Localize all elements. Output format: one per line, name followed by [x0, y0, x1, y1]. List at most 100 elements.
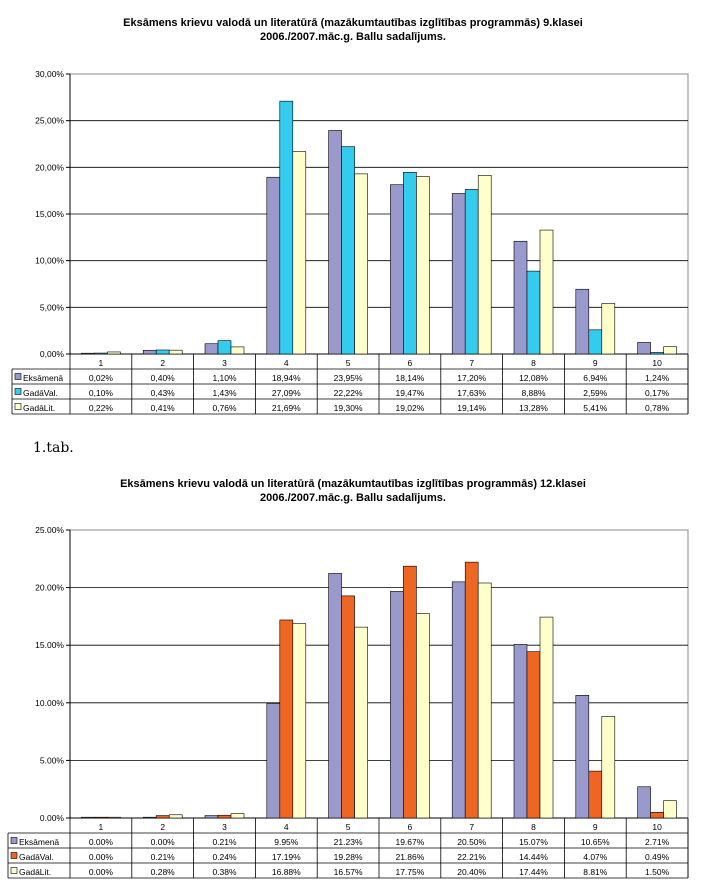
y-tick-label: 10.00%: [35, 698, 64, 708]
chart1-title-line2: 2006./2007.māc.g. Ballu sadalījums.: [260, 31, 446, 43]
category-label: 2: [160, 358, 165, 368]
category-label: 5: [346, 822, 351, 832]
legend-swatch: [10, 837, 18, 844]
data-label: 21,69%: [272, 403, 301, 413]
legend-label: Eksāmenā: [19, 837, 59, 847]
data-label: 0,22%: [89, 403, 114, 413]
bar: [588, 329, 603, 355]
category-label: 7: [469, 358, 474, 368]
y-tick-label: 20,00%: [35, 162, 64, 172]
data-label: 0,78%: [645, 403, 670, 413]
bar: [526, 651, 541, 819]
y-tick-label: 20.00%: [35, 583, 64, 593]
bar: [601, 303, 616, 355]
data-label: 19,30%: [334, 403, 363, 413]
data-label: 0.00%: [151, 837, 176, 847]
data-label: 9.95%: [274, 837, 299, 847]
legend-label: GadāVal.: [23, 388, 58, 398]
category-label: 8: [531, 358, 536, 368]
data-label: 2.71%: [645, 837, 670, 847]
bar: [390, 591, 404, 819]
legend-swatch: [10, 867, 18, 874]
data-label: 1.50%: [645, 867, 670, 877]
bar: [403, 171, 417, 355]
chart2-title: Eksāmens krievu valodā un literatūrā (ma…: [0, 477, 706, 505]
data-label: 0,43%: [151, 388, 176, 398]
data-label: 0.28%: [151, 867, 176, 877]
category-label: 10: [652, 822, 662, 832]
bar: [464, 189, 479, 355]
y-tick-label: 0,00%: [40, 349, 65, 359]
y-tick-label: 15.00%: [35, 640, 64, 650]
bar: [575, 695, 590, 819]
legend-label: GadāVal.: [19, 852, 54, 862]
bar: [416, 613, 430, 819]
data-label: 17.75%: [395, 867, 424, 877]
data-label: 19,02%: [395, 403, 424, 413]
data-label: 19,47%: [395, 388, 424, 398]
data-label: 0,41%: [151, 403, 176, 413]
legend-label: Eksāmenā: [23, 373, 63, 383]
y-tick-label: 15,00%: [35, 209, 64, 219]
category-label: 4: [284, 822, 289, 832]
bar: [354, 173, 368, 355]
bar: [390, 184, 404, 355]
bar: [94, 816, 108, 819]
bar: [266, 703, 281, 819]
data-label: 0.49%: [645, 852, 670, 862]
data-label: 17.19%: [272, 852, 301, 862]
chart2-svg: 0.00% 5.00% 10.00% 15.00% 20.00% 25.00% 1 2 3 4 5 6…: [7, 525, 689, 879]
bar: [94, 352, 108, 355]
data-label: 0.24%: [212, 852, 237, 862]
data-label: 14.44%: [519, 852, 548, 862]
legend-swatch: [14, 388, 22, 395]
data-label: 20.50%: [457, 837, 486, 847]
bar: [155, 815, 170, 819]
bar: [663, 346, 677, 355]
y-tick-label: 25.00%: [35, 525, 64, 535]
y-tick-label: 25,00%: [35, 116, 64, 126]
category-label: 1: [99, 358, 104, 368]
bar: [637, 342, 651, 355]
bar: [416, 176, 430, 355]
bar: [328, 573, 342, 819]
bar: [142, 816, 157, 819]
data-label: 1,24%: [645, 373, 670, 383]
category-label: 5: [346, 358, 351, 368]
data-label: 0.00%: [89, 867, 114, 877]
data-label: 6,94%: [583, 373, 608, 383]
bar: [292, 151, 307, 355]
bar: [601, 716, 616, 819]
data-label: 0.00%: [89, 837, 114, 847]
data-label: 5,41%: [583, 403, 608, 413]
bar: [477, 175, 492, 355]
bar: [637, 786, 651, 819]
bar: [403, 565, 417, 819]
bar: [204, 343, 219, 355]
bar: [266, 176, 281, 355]
data-label: 1,43%: [212, 388, 237, 398]
y-tick-label: 10,00%: [35, 256, 64, 266]
bar: [354, 626, 368, 819]
bar: [513, 644, 528, 819]
bar: [539, 229, 554, 355]
category-label: 3: [222, 822, 227, 832]
data-label: 10.65%: [581, 837, 610, 847]
bar: [341, 595, 355, 819]
data-label: 16.88%: [272, 867, 301, 877]
category-label: 3: [222, 358, 227, 368]
data-label: 0.00%: [89, 852, 114, 862]
bar: [650, 352, 664, 355]
legend-label: GadāLit.: [19, 867, 51, 877]
bar: [155, 349, 170, 355]
category-label: 9: [593, 358, 598, 368]
data-label: 18,94%: [272, 373, 301, 383]
bar: [539, 616, 554, 819]
data-label: 17,63%: [457, 388, 486, 398]
bar: [81, 352, 95, 355]
chart1-svg: 0,00% 5,00% 10,00% 15,00% 20,00% 25,00% 30,00%…: [11, 69, 689, 415]
data-label: 18,14%: [395, 373, 424, 383]
chart2-title-line1: Eksāmens krievu valodā un literatūrā (ma…: [120, 478, 586, 490]
bar: [451, 193, 466, 355]
category-label: 8: [531, 822, 536, 832]
